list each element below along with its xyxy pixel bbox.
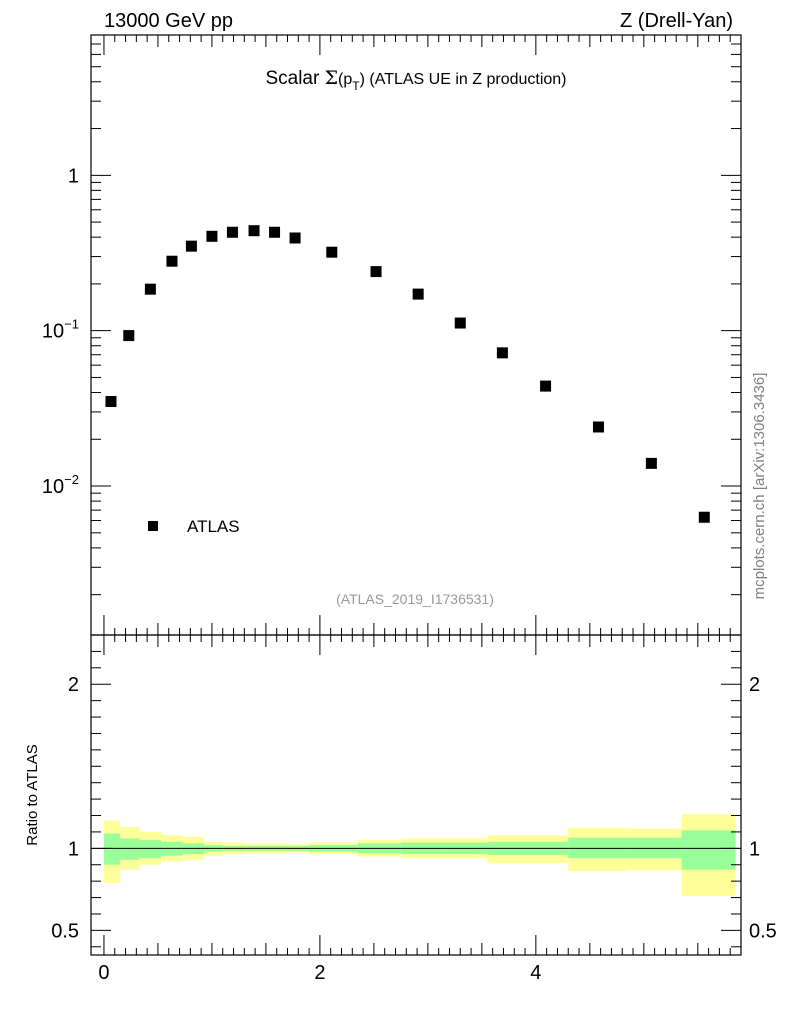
- title-sigma: Σ: [325, 67, 338, 89]
- title-sub: T: [352, 79, 360, 93]
- data-point: [592, 421, 604, 433]
- ytick-base: 10: [42, 476, 64, 498]
- data-point: [206, 230, 218, 242]
- title-p: (p: [338, 71, 352, 88]
- data-point: [496, 347, 508, 359]
- chart-title: Scalar Σ(pT) (ATLAS UE in Z production): [265, 67, 566, 93]
- ratio-panel: 0.5 0.5 1 1 2 2 0 2 4 Ratio to ATLAS: [24, 634, 777, 984]
- ratio-ytick-label-right: 0.5: [749, 920, 777, 942]
- data-point: [698, 511, 710, 523]
- data-point: [166, 255, 178, 267]
- ratio-xtick-label: 4: [530, 962, 541, 984]
- main-ytick-labels: 110−110−2: [42, 165, 79, 498]
- data-point: [269, 226, 281, 238]
- ratio-xtick-labels: 0 2 4: [98, 962, 541, 984]
- title-prefix: Scalar: [265, 68, 324, 89]
- legend-label: ATLAS: [187, 517, 240, 536]
- legend: ATLAS: [148, 517, 240, 536]
- header-left: 13000 GeV pp: [104, 10, 233, 32]
- ratio-ytick-label-left: 0.5: [51, 920, 79, 942]
- ratio-ticks: [91, 635, 741, 955]
- ratio-band-inner: [139, 840, 162, 859]
- ratio-ytick-labels: 0.5 0.5 1 1 2 2: [51, 674, 777, 942]
- main-ticks: [91, 34, 741, 635]
- data-point: [645, 457, 657, 469]
- ratio-band-inner: [120, 838, 140, 860]
- data-point: [144, 283, 156, 295]
- ytick-exponent: −2: [64, 472, 79, 487]
- data-point: [289, 232, 301, 244]
- data-point: [326, 246, 338, 258]
- ratio-ylabel: Ratio to ATLAS: [24, 744, 41, 845]
- ratio-ytick-label-left: 1: [68, 838, 79, 860]
- main-frame: [90, 34, 742, 636]
- data-point: [123, 330, 135, 342]
- data-point: [454, 317, 466, 329]
- ratio-ytick-label-right: 1: [749, 838, 760, 860]
- data-point: [105, 396, 117, 408]
- legend-marker: [148, 521, 158, 531]
- ratio-band-inner: [681, 830, 736, 870]
- data-point: [370, 266, 382, 278]
- ytick-base: 10: [42, 321, 64, 343]
- ratio-band-inner: [103, 833, 121, 865]
- header-right: Z (Drell-Yan): [620, 10, 733, 32]
- watermark: (ATLAS_2019_I1736531): [336, 591, 494, 607]
- main-ytick-label: 10−2: [42, 472, 79, 498]
- side-note: mcplots.cern.ch [arXiv:1306.3436]: [751, 373, 768, 600]
- main-panel: 110−110−2 Scalar Σ(pT) (ATLAS UE in Z pr…: [42, 34, 742, 636]
- data-point: [248, 225, 260, 237]
- title-close: ): [360, 71, 365, 88]
- data-point: [540, 380, 552, 392]
- data-point: [185, 240, 197, 252]
- main-points: [105, 225, 710, 523]
- main-ytick-label: 1: [68, 165, 79, 187]
- main-ytick-label: 10−1: [42, 317, 79, 343]
- data-point: [226, 226, 238, 238]
- data-point: [412, 288, 424, 300]
- title-suffix: (ATLAS UE in Z production): [365, 71, 567, 88]
- ratio-xtick-label: 0: [98, 962, 109, 984]
- ratio-ytick-label-left: 2: [68, 674, 79, 696]
- ratio-frame: [90, 634, 742, 956]
- ratio-xtick-label: 2: [314, 962, 325, 984]
- ratio-bands: [103, 813, 736, 896]
- ratio-ytick-label-right: 2: [749, 674, 760, 696]
- ytick-exponent: −1: [64, 317, 79, 332]
